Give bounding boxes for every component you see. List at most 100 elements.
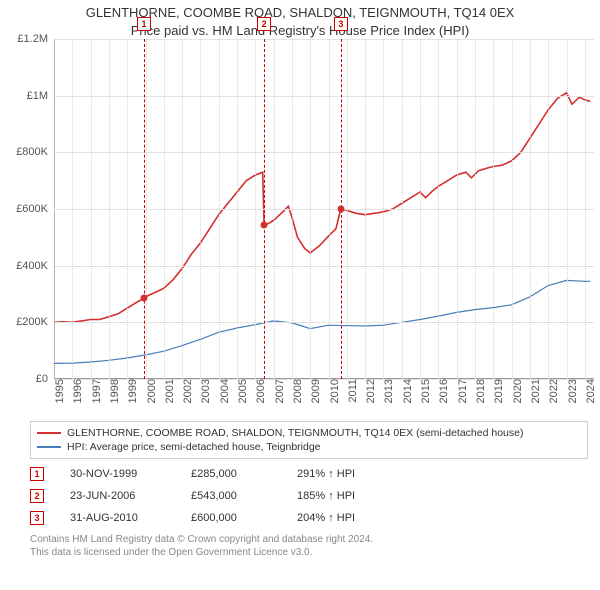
gridline-v <box>548 39 549 379</box>
x-tick-label: 1995 <box>54 379 66 403</box>
x-tick-label: 2010 <box>329 379 341 403</box>
gridline-v <box>109 39 110 379</box>
gridline-v <box>347 39 348 379</box>
gridline-v <box>182 39 183 379</box>
gridline-h <box>54 266 594 267</box>
x-tick-label: 2021 <box>530 379 542 403</box>
x-tick-label: 2008 <box>292 379 304 403</box>
gridline-v <box>475 39 476 379</box>
sale-marker-dot <box>261 222 268 229</box>
gridline-h <box>54 152 594 153</box>
sale-row-hpi: 291% ↑ HPI <box>297 468 355 480</box>
y-tick-label: £400K <box>16 260 54 272</box>
x-tick-label: 2001 <box>164 379 176 403</box>
x-tick-label: 2005 <box>237 379 249 403</box>
gridline-v <box>219 39 220 379</box>
gridline-v <box>383 39 384 379</box>
x-tick-label: 2016 <box>438 379 450 403</box>
sale-row: 130-NOV-1999£285,000291% ↑ HPI <box>30 463 588 485</box>
x-tick-label: 2019 <box>493 379 505 403</box>
sale-marker-annotation: 2 <box>257 17 271 31</box>
x-tick-label: 2022 <box>548 379 560 403</box>
sale-marker-annotation: 1 <box>137 17 151 31</box>
sale-marker-annotation: 3 <box>334 17 348 31</box>
chart-legend: GLENTHORNE, COOMBE ROAD, SHALDON, TEIGNM… <box>30 421 588 459</box>
gridline-h <box>54 322 594 323</box>
legend-label: HPI: Average price, semi-detached house,… <box>67 441 321 453</box>
chart-plot-area: £0£200K£400K£600K£800K£1M£1.2M123 <box>54 39 594 379</box>
gridline-v <box>274 39 275 379</box>
x-axis-ticks: 1995199619971998199920002001200220032004… <box>54 379 594 415</box>
gridline-v <box>164 39 165 379</box>
gridline-v <box>420 39 421 379</box>
x-tick-label: 2009 <box>310 379 322 403</box>
sale-marker-vline <box>144 39 145 379</box>
x-tick-label: 2017 <box>457 379 469 403</box>
sale-marker-vline <box>264 39 265 379</box>
gridline-v <box>585 39 586 379</box>
gridline-v <box>91 39 92 379</box>
footer-line1: Contains HM Land Registry data © Crown c… <box>30 533 588 546</box>
x-tick-label: 1997 <box>91 379 103 403</box>
chart-footer: Contains HM Land Registry data © Crown c… <box>30 533 588 559</box>
sale-row-hpi: 204% ↑ HPI <box>297 512 355 524</box>
chart-title-line2: Price paid vs. HM Land Registry's House … <box>0 22 600 40</box>
x-tick-label: 2002 <box>182 379 194 403</box>
x-tick-label: 2004 <box>219 379 231 403</box>
gridline-v <box>255 39 256 379</box>
sale-row-hpi: 185% ↑ HPI <box>297 490 355 502</box>
chart-series-line <box>54 93 590 322</box>
x-tick-label: 2012 <box>365 379 377 403</box>
x-tick-label: 2023 <box>567 379 579 403</box>
sale-row: 331-AUG-2010£600,000204% ↑ HPI <box>30 507 588 529</box>
x-tick-label: 2020 <box>512 379 524 403</box>
gridline-v <box>127 39 128 379</box>
x-tick-label: 2013 <box>383 379 395 403</box>
sale-row-date: 30-NOV-1999 <box>70 468 165 480</box>
x-tick-label: 2011 <box>347 379 359 403</box>
chart-title-line1: GLENTHORNE, COOMBE ROAD, SHALDON, TEIGNM… <box>0 4 600 22</box>
gridline-v <box>457 39 458 379</box>
gridline-v <box>438 39 439 379</box>
sale-row-date: 23-JUN-2006 <box>70 490 165 502</box>
sales-table: 130-NOV-1999£285,000291% ↑ HPI223-JUN-20… <box>30 463 588 529</box>
chart-title-block: GLENTHORNE, COOMBE ROAD, SHALDON, TEIGNM… <box>0 0 600 39</box>
x-tick-label: 2007 <box>274 379 286 403</box>
legend-swatch <box>37 432 61 434</box>
sale-row-price: £543,000 <box>191 490 271 502</box>
sale-row-marker: 1 <box>30 467 44 481</box>
gridline-v <box>237 39 238 379</box>
gridline-v <box>310 39 311 379</box>
footer-line2: This data is licensed under the Open Gov… <box>30 546 588 559</box>
x-tick-label: 2024 <box>585 379 597 403</box>
y-tick-label: £800K <box>16 146 54 158</box>
gridline-v <box>567 39 568 379</box>
gridline-v <box>365 39 366 379</box>
y-tick-label: £0 <box>36 373 54 385</box>
y-tick-label: £1.2M <box>17 33 54 45</box>
gridline-v <box>200 39 201 379</box>
x-tick-label: 1999 <box>127 379 139 403</box>
sale-row: 2 23-JUN-2006 £543,000 185% ↑ HPI <box>30 485 588 507</box>
legend-swatch <box>37 446 61 448</box>
x-tick-label: 1996 <box>72 379 84 403</box>
gridline-v <box>493 39 494 379</box>
y-tick-label: £1M <box>27 90 54 102</box>
y-tick-label: £200K <box>16 316 54 328</box>
sale-row-marker: 2 <box>30 489 44 503</box>
gridline-h <box>54 96 594 97</box>
y-tick-label: £600K <box>16 203 54 215</box>
x-tick-label: 2006 <box>255 379 267 403</box>
legend-row: GLENTHORNE, COOMBE ROAD, SHALDON, TEIGNM… <box>37 426 581 440</box>
gridline-v <box>72 39 73 379</box>
gridline-v <box>512 39 513 379</box>
legend-label: GLENTHORNE, COOMBE ROAD, SHALDON, TEIGNM… <box>67 427 523 439</box>
page-root: GLENTHORNE, COOMBE ROAD, SHALDON, TEIGNM… <box>0 0 600 590</box>
sale-marker-dot <box>141 295 148 302</box>
x-tick-label: 2018 <box>475 379 487 403</box>
sale-row-price: £600,000 <box>191 512 271 524</box>
gridline-v <box>329 39 330 379</box>
gridline-h <box>54 209 594 210</box>
gridline-v <box>146 39 147 379</box>
x-tick-label: 2014 <box>402 379 414 403</box>
